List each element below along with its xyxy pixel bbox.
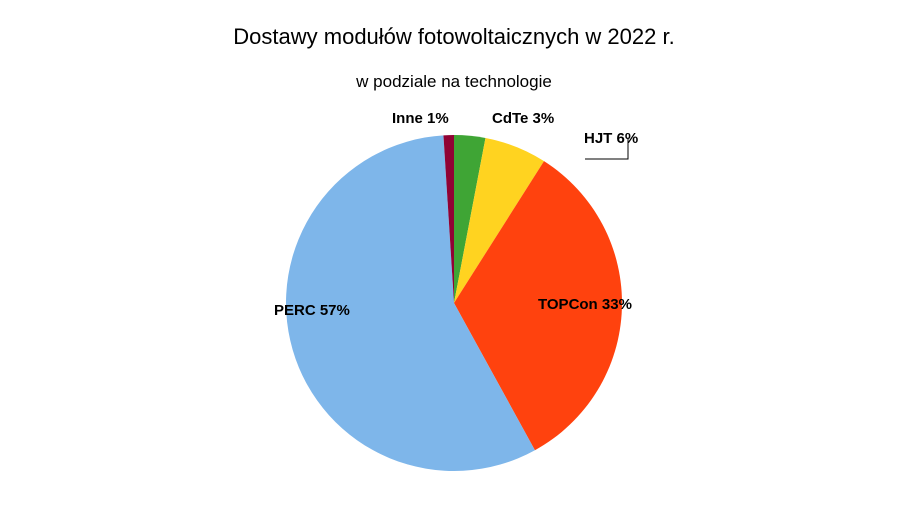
label-topcon: TOPCon 33% bbox=[538, 296, 632, 313]
label-perc: PERC 57% bbox=[274, 302, 350, 319]
label-cdte: CdTe 3% bbox=[492, 110, 554, 127]
chart-subtitle: w podziale na technologie bbox=[0, 72, 908, 92]
label-hjt: HJT 6% bbox=[584, 130, 638, 147]
pie-chart-container: Dostawy modułów fotowoltaicznych w 2022 … bbox=[0, 0, 908, 511]
chart-title: Dostawy modułów fotowoltaicznych w 2022 … bbox=[0, 24, 908, 50]
label-inne: Inne 1% bbox=[392, 110, 449, 127]
